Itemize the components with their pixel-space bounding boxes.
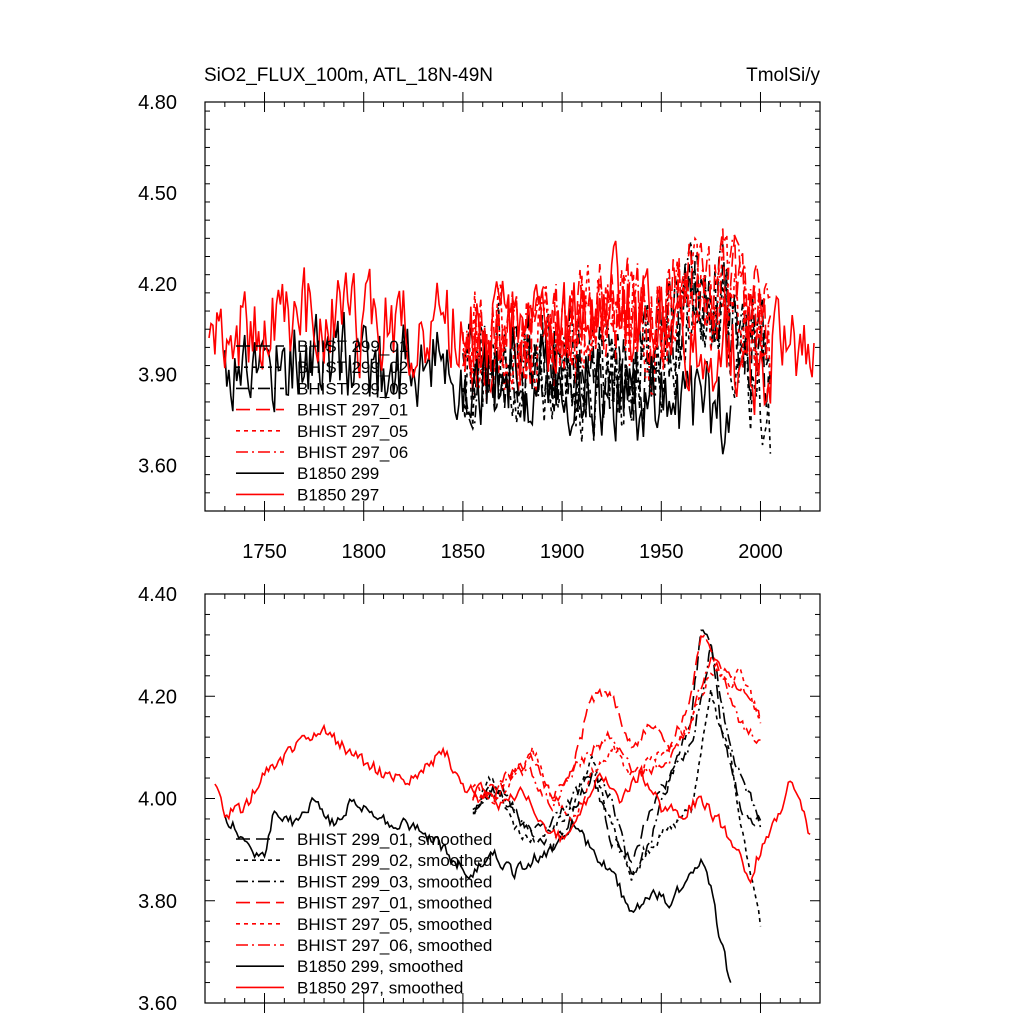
y-tick-label: 4.20 [138, 686, 177, 708]
series-line-bhist-297-05-smoothed [472, 666, 761, 826]
legend-label: BHIST 297_06, smoothed [297, 936, 492, 955]
y-tick-label: 4.50 [138, 183, 177, 205]
series-line-bhist-299-02-smoothed [472, 689, 762, 927]
series-line-bhist-297-01-smoothed [472, 632, 762, 803]
series-line-bhist-297-06 [462, 234, 771, 395]
legend: BHIST 299_01, smoothed BHIST 299_02, smoo… [236, 830, 492, 997]
legend-label: B1850 297, smoothed [297, 978, 463, 997]
legend-label: BHIST 297_05, smoothed [297, 915, 492, 934]
series-line-bhist-299-03-smoothed [472, 643, 762, 876]
legend-label: BHIST 299_03 [297, 379, 408, 398]
x-tick-label: 1950 [639, 541, 684, 563]
series-group [208, 228, 815, 455]
legend-label: B1850 299, smoothed [297, 957, 463, 976]
series-group [214, 629, 811, 983]
legend-label: BHIST 297_06 [297, 443, 408, 462]
y-tick-label: 3.90 [138, 365, 177, 387]
series-line-b1850-297-smoothed [214, 723, 811, 885]
top-panel-raw-series: 3.60 3.90 4.20 4.50 4.80 1750 1800 1850 1900 1950… [138, 92, 821, 563]
y-tick-label: 4.00 [138, 789, 177, 811]
legend-label: BHIST 299_03, smoothed [297, 872, 492, 891]
y-tick-label: 3.60 [138, 456, 177, 478]
series-line-b1850-299 [224, 311, 732, 455]
legend-label: BHIST 297_01 [297, 401, 408, 420]
x-tick-label: 1750 [242, 541, 287, 563]
y-tick-label: 4.80 [138, 92, 177, 114]
legend: BHIST 299_01 BHIST 299_02 BHIST 299_03 BHIS… [236, 337, 408, 504]
chart-units: TmolSi/y [746, 65, 820, 86]
series-line-b1850-297 [208, 240, 815, 416]
legend-label: BHIST 299_01, smoothed [297, 830, 492, 849]
legend-label: BHIST 299_02 [297, 358, 408, 377]
legend-label: BHIST 299_02, smoothed [297, 851, 492, 870]
x-tick-label: 2000 [738, 541, 783, 563]
plot-frame [204, 101, 821, 512]
x-tick-label: 1850 [441, 541, 486, 563]
x-tick-label: 1900 [540, 541, 585, 563]
legend-label: B1850 297 [297, 485, 379, 504]
y-tick-label: 3.80 [138, 891, 177, 913]
chart-title: SiO2_FLUX_100m, ATL_18N-49N [204, 65, 493, 86]
x-tick-label: 1800 [341, 541, 386, 563]
legend-label: B1850 299 [297, 464, 379, 483]
y-tick-label: 4.20 [138, 274, 177, 296]
y-tick-label: 4.40 [138, 584, 177, 606]
bottom-panel-smoothed-series: 3.60 3.80 4.00 4.20 4.40 BHIST 299_01, smooth… [138, 584, 821, 1015]
legend-label: BHIST 299_01 [297, 337, 408, 356]
y-tick-label: 3.60 [138, 993, 177, 1015]
legend-label: BHIST 297_01, smoothed [297, 894, 492, 913]
legend-label: BHIST 297_05 [297, 422, 408, 441]
series-line-bhist-297-06-smoothed [472, 655, 761, 812]
series-line-b1850-299-smoothed [224, 796, 732, 983]
